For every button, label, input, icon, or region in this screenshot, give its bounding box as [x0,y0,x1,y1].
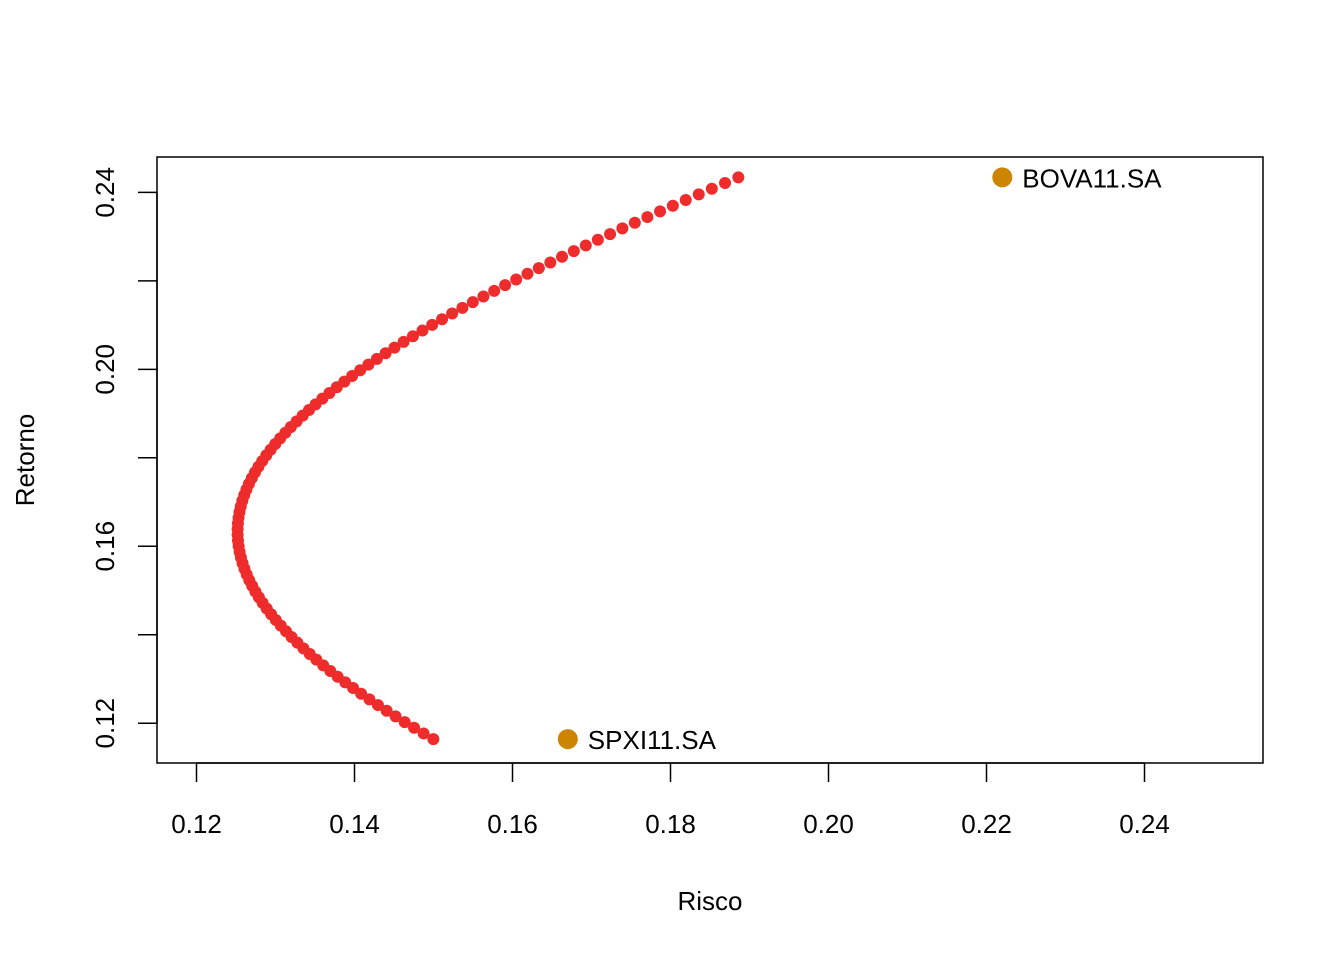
frontier-point [499,279,512,292]
frontier-point [666,199,679,212]
frontier-point [579,239,592,252]
x-tick-label: 0.16 [487,809,538,839]
frontier-point [398,716,411,729]
y-tick-label: 0.12 [90,698,120,749]
frontier-point [477,290,490,303]
frontier-point [521,267,534,280]
frontier-point [628,216,641,229]
frontier-point [567,245,580,258]
frontier-point [456,301,469,314]
frontier-point [719,177,732,190]
frontier-point [389,710,402,723]
frontier-point [556,250,569,263]
y-axis-label: Retorno [10,414,40,507]
frontier-point [408,721,421,734]
asset-series: BOVA11.SA SPXI11.SA [557,163,1162,755]
asset-label: SPXI11.SA [588,725,717,755]
frontier-point [362,358,375,371]
y-axis: 0.12 0.16 0.20 0.24 [90,167,158,749]
frontier-point [406,330,419,343]
asset-point [557,729,578,750]
frontier-point [427,733,440,746]
frontier-point [732,171,745,184]
x-tick-label: 0.12 [171,809,222,839]
frontier-point [466,296,479,309]
y-tick-label: 0.16 [90,521,120,572]
x-tick-label: 0.14 [329,809,380,839]
y-tick-label: 0.24 [90,167,120,218]
frontier-point [654,205,667,218]
frontier-point [510,273,523,286]
x-tick-label: 0.20 [803,809,854,839]
frontier-point [604,228,617,241]
frontier-point [692,188,705,201]
frontier-point [380,704,393,717]
asset-point [992,167,1013,188]
x-tick-label: 0.24 [1119,809,1170,839]
frontier-point [388,341,401,354]
frontier-point [488,284,501,297]
frontier-point [591,233,604,246]
x-axis-label: Risco [677,886,742,916]
frontier-point [532,262,545,275]
frontier-point [616,222,629,235]
y-tick-label: 0.20 [90,344,120,395]
frontier-point [426,318,439,331]
x-tick-label: 0.22 [961,809,1012,839]
asset-label: BOVA11.SA [1022,163,1162,193]
frontier-point [417,727,430,740]
frontier-point [371,699,384,712]
frontier-point [679,194,692,207]
frontier-series [231,171,745,746]
plot-frame [156,156,1264,764]
frontier-point [641,211,654,224]
frontier-point [416,324,429,337]
frontier-point [397,335,410,348]
frontier-point [379,347,392,360]
frontier-point [705,182,718,195]
frontier-point [370,352,383,365]
x-axis: 0.12 0.14 0.16 0.18 0.20 0.22 0.24 [171,762,1170,839]
x-tick-label: 0.18 [645,809,696,839]
frontier-point [446,307,459,320]
frontier-point [436,313,449,326]
frontier-point [544,256,557,269]
